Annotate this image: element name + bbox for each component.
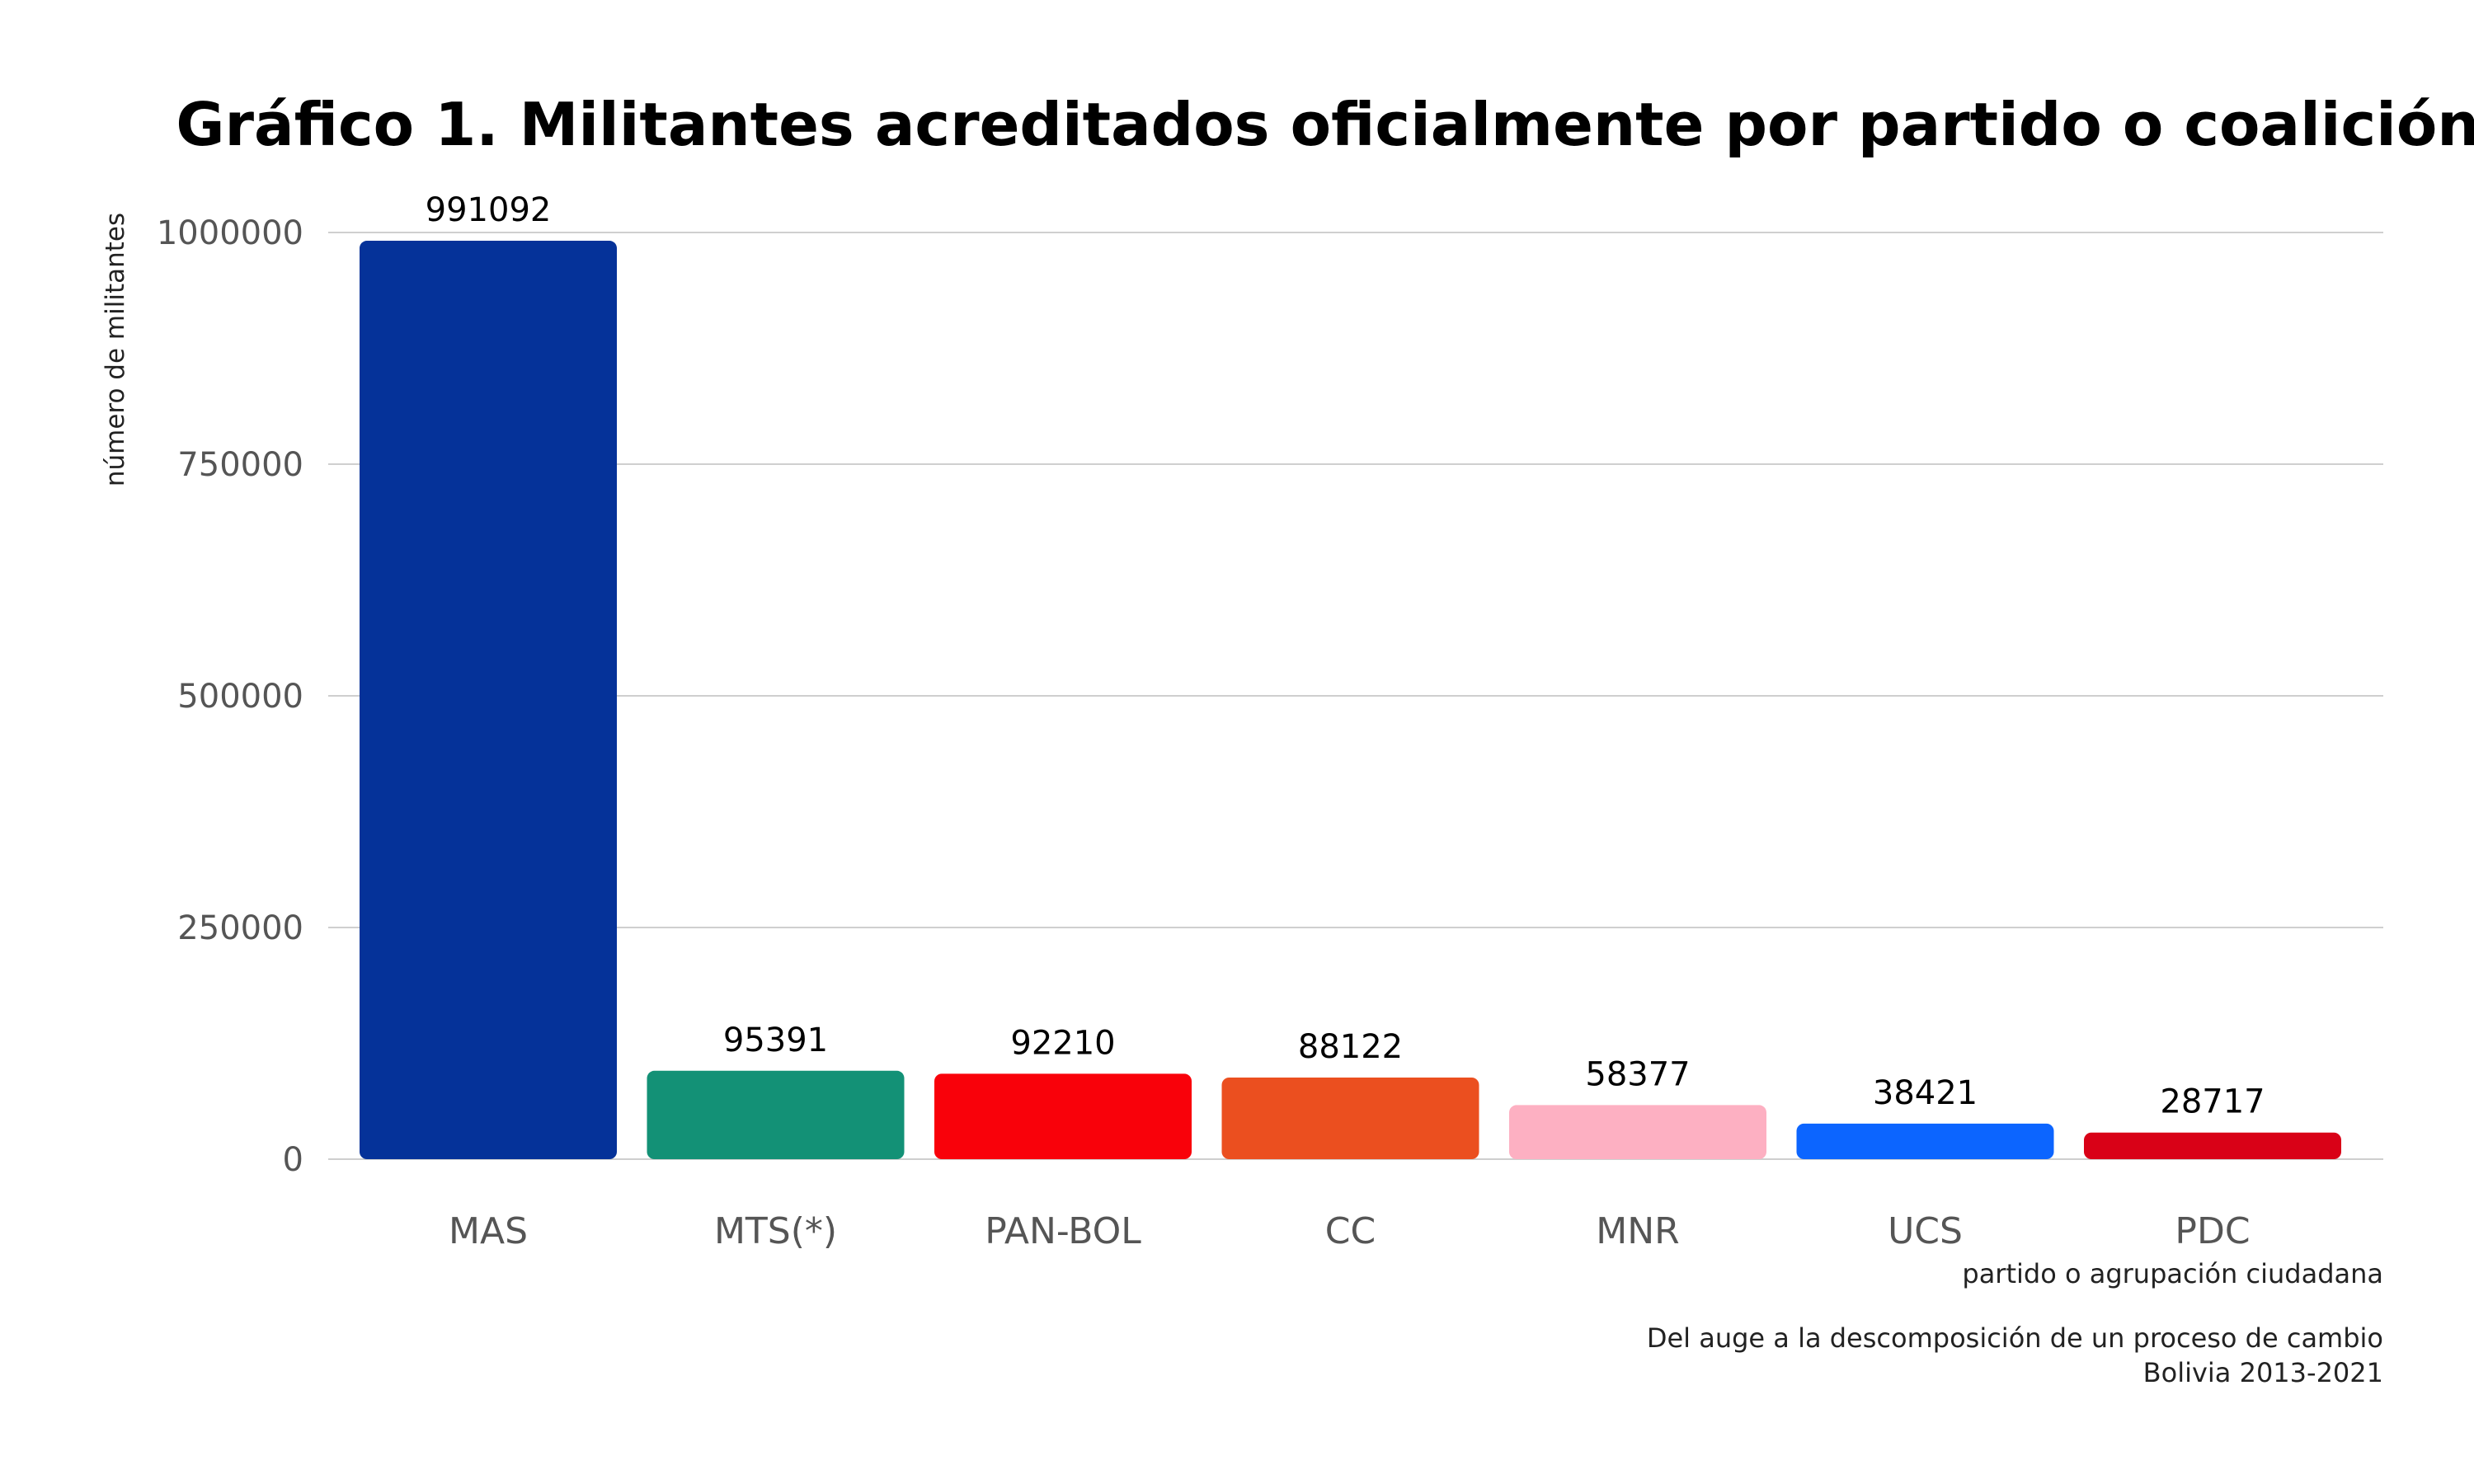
x-tick-label: MTS(*) — [714, 1210, 837, 1252]
gridlines — [328, 232, 2383, 1160]
bar-ucs — [1796, 1123, 2054, 1159]
data-label: 95391 — [723, 1021, 828, 1059]
data-label: 991092 — [426, 191, 552, 229]
y-axis-ticks: 0 250000 500000 750000 1000000 — [157, 214, 303, 1179]
bar-mas — [360, 241, 617, 1160]
data-label: 28717 — [2160, 1083, 2265, 1121]
y-tick-label: 0 — [283, 1141, 303, 1179]
x-tick-label: PDC — [2175, 1210, 2250, 1252]
caption-line-1: Del auge a la descomposición de un proce… — [1647, 1322, 2383, 1354]
bar-mnr — [1509, 1105, 1766, 1159]
x-tick-label: UCS — [1888, 1210, 1963, 1252]
x-axis-ticks: MAS MTS(*) PAN-BOL CC MNR UCS PDC — [449, 1210, 2251, 1252]
chart-title: Gráfico 1. Militantes acreditados oficia… — [176, 90, 2474, 159]
x-tick-label: MAS — [449, 1210, 528, 1252]
data-labels: 991092 95391 92210 88122 58377 38421 28717 — [426, 191, 2265, 1121]
x-tick-label: PAN-BOL — [985, 1210, 1141, 1252]
bar-pdc — [2084, 1132, 2341, 1159]
data-label: 38421 — [1873, 1074, 1978, 1112]
x-tick-label: MNR — [1596, 1210, 1679, 1252]
y-tick-label: 750000 — [177, 446, 303, 484]
x-tick-label: CC — [1325, 1210, 1376, 1252]
bars — [360, 241, 2341, 1160]
y-axis-title: número de militantes — [101, 213, 130, 486]
data-label: 58377 — [1585, 1055, 1690, 1093]
bar-cc — [1221, 1077, 1479, 1159]
caption-line-2: Bolivia 2013-2021 — [2143, 1357, 2383, 1388]
data-label: 88122 — [1298, 1028, 1403, 1066]
y-tick-label: 1000000 — [157, 214, 303, 252]
data-label: 92210 — [1010, 1024, 1115, 1062]
y-tick-label: 500000 — [177, 678, 303, 716]
y-tick-label: 250000 — [177, 909, 303, 947]
bar-pan-bol — [934, 1073, 1192, 1159]
x-axis-title: partido o agrupación ciudadana — [1962, 1258, 2383, 1289]
bar-mts — [647, 1070, 905, 1159]
